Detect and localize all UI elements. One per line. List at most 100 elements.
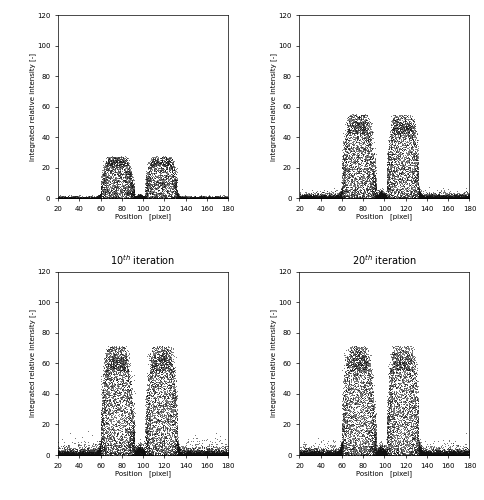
Point <box>111 450 119 458</box>
Point <box>358 157 365 165</box>
Point <box>218 194 226 202</box>
Point <box>314 451 322 459</box>
Point <box>332 192 340 200</box>
Point <box>448 451 455 459</box>
Point <box>337 446 345 454</box>
Point <box>91 194 98 202</box>
Point <box>432 450 440 458</box>
Point <box>409 411 417 419</box>
Point <box>322 193 330 201</box>
Point <box>439 192 447 200</box>
Point <box>204 194 212 202</box>
Point <box>419 189 426 197</box>
Point <box>125 165 133 173</box>
Point <box>119 416 126 424</box>
Point <box>447 194 455 202</box>
Point <box>93 194 101 202</box>
Point <box>156 403 164 411</box>
Point <box>414 172 422 179</box>
Point <box>387 444 395 452</box>
Point <box>131 194 139 202</box>
Point <box>173 178 181 186</box>
Point <box>382 193 390 201</box>
Point <box>98 192 106 200</box>
Point <box>358 364 365 372</box>
Point <box>298 451 306 459</box>
Point <box>153 390 161 398</box>
Point <box>359 362 367 370</box>
Point <box>396 182 404 190</box>
Point <box>176 448 183 456</box>
Point <box>57 448 65 456</box>
Point <box>389 126 397 134</box>
Point <box>437 192 445 200</box>
Point <box>302 194 310 202</box>
Point <box>389 125 396 133</box>
Point <box>382 192 390 200</box>
Point <box>360 344 367 351</box>
Point <box>396 357 404 365</box>
Point <box>348 352 356 360</box>
Point <box>130 448 138 456</box>
Point <box>403 380 410 388</box>
Point <box>316 450 323 458</box>
Point <box>308 194 316 202</box>
Point <box>194 451 201 459</box>
Point <box>72 451 79 459</box>
Point <box>160 398 167 406</box>
Point <box>414 442 422 450</box>
Point <box>140 448 148 456</box>
Point <box>215 451 223 459</box>
Point <box>152 402 160 410</box>
Point <box>165 394 172 402</box>
Point <box>82 450 90 458</box>
Point <box>308 448 316 456</box>
Point <box>354 188 362 196</box>
Point <box>392 431 399 439</box>
Point <box>204 450 212 458</box>
Point <box>373 450 381 458</box>
Point <box>79 451 87 459</box>
Point <box>125 383 133 391</box>
Point <box>126 412 134 420</box>
Point <box>439 194 446 202</box>
Point <box>358 445 365 453</box>
Point <box>387 398 395 406</box>
Point <box>182 451 189 459</box>
Point <box>64 194 72 202</box>
Point <box>187 450 195 458</box>
Point <box>380 448 388 456</box>
Point <box>350 380 358 388</box>
Point <box>78 451 86 459</box>
Point <box>418 194 425 202</box>
Point <box>74 451 82 459</box>
Point <box>413 396 421 404</box>
Point <box>102 356 110 364</box>
Point <box>439 436 447 444</box>
Point <box>197 194 205 202</box>
Point <box>355 364 363 372</box>
Point <box>336 450 344 458</box>
Point <box>130 194 137 202</box>
Point <box>387 191 395 199</box>
Point <box>301 193 309 201</box>
Point <box>168 390 176 398</box>
Point <box>362 364 369 372</box>
Point <box>193 451 200 459</box>
Point <box>328 448 336 456</box>
Point <box>439 194 447 202</box>
Point <box>407 369 414 377</box>
Point <box>302 451 309 459</box>
Point <box>102 441 110 449</box>
Point <box>389 178 396 186</box>
Point <box>117 441 124 449</box>
Point <box>405 164 413 172</box>
Point <box>215 451 223 459</box>
Point <box>68 448 76 456</box>
Point <box>333 450 341 458</box>
Point <box>430 451 438 459</box>
Point <box>404 429 412 437</box>
Point <box>96 192 104 200</box>
Point <box>431 194 439 202</box>
Point <box>145 190 152 198</box>
